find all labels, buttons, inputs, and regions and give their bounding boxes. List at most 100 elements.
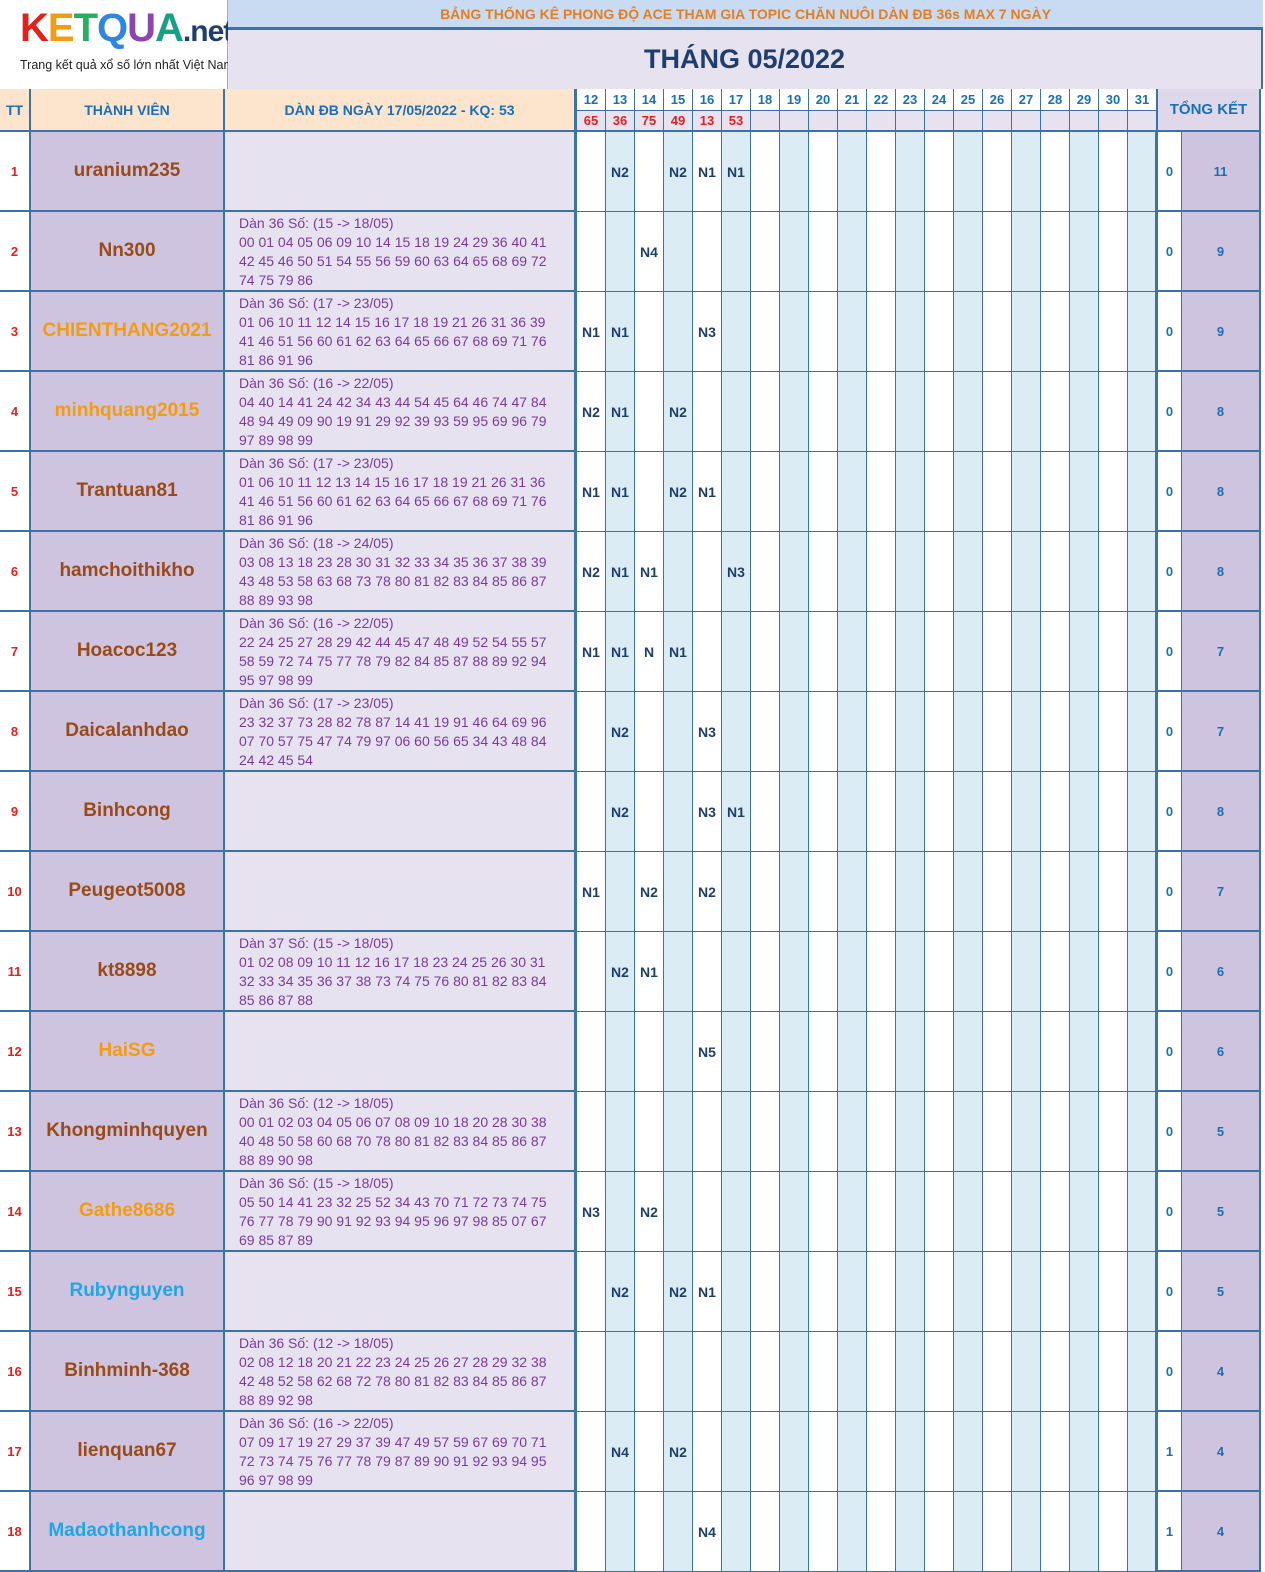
member-name[interactable]: Khongminhquyen [31,1092,225,1172]
hit-count: 1 [1155,1492,1181,1572]
member-name[interactable]: CHIENTHANG2021 [31,292,225,372]
day-mark [866,372,895,452]
day-header: 28 [1040,89,1069,110]
day-header: 20 [808,89,837,110]
day-mark [808,212,837,292]
dan-line: 96 97 98 99 [239,1472,313,1488]
day-mark [1069,1012,1098,1092]
day-mark [634,292,663,372]
day-mark [953,132,982,212]
site-logo[interactable]: KETQUA.net Trang kết quả xổ số lớn nhất … [0,0,234,89]
day-mark [808,852,837,932]
day-mark [1098,1092,1127,1172]
dan-line: 24 42 45 54 [239,752,313,768]
total-score: 9 [1181,212,1261,292]
day-mark: N2 [605,772,634,852]
member-name[interactable]: Hoacoc123 [31,612,225,692]
day-mark [808,612,837,692]
day-mark: N2 [663,1412,692,1492]
day-mark [721,452,750,532]
day-mark [924,1012,953,1092]
member-name[interactable]: HaiSG [31,1012,225,1092]
day-mark [1069,132,1098,212]
day-mark [750,1332,779,1412]
day-mark [866,292,895,372]
member-name[interactable]: hamchoithikho [31,532,225,612]
day-header: 19 [779,89,808,110]
dan-line: 23 32 37 73 28 82 78 87 14 41 19 91 46 6… [239,714,547,730]
day-mark [924,1172,953,1252]
member-name[interactable]: Nn300 [31,212,225,292]
logo-letter: T [73,6,98,50]
day-mark [808,1172,837,1252]
member-name[interactable]: Trantuan81 [31,452,225,532]
member-name[interactable]: kt8898 [31,932,225,1012]
day-mark [779,612,808,692]
row-number: 1 [0,132,31,212]
member-name[interactable]: Binhcong [31,772,225,852]
day-mark [779,1012,808,1092]
member-name[interactable]: Rubynguyen [31,1252,225,1332]
day-mark [1011,372,1040,452]
dan-header: Dàn 36 Số: (16 -> 22/05) [239,375,394,391]
day-mark [721,852,750,932]
day-mark [634,692,663,772]
day-mark [1011,1492,1040,1572]
day-mark [1040,612,1069,692]
member-name[interactable]: Daicalanhdao [31,692,225,772]
member-name[interactable]: Peugeot5008 [31,852,225,932]
member-name[interactable]: lienquan67 [31,1412,225,1492]
day-mark [837,692,866,772]
day-mark [663,1492,692,1572]
day-mark [1127,772,1156,852]
day-mark: N4 [634,212,663,292]
day-mark [953,212,982,292]
day-mark [721,1492,750,1572]
day-mark [1098,292,1127,372]
member-name[interactable]: minhquang2015 [31,372,225,452]
day-mark [837,532,866,612]
day-mark [779,1252,808,1332]
hit-count: 0 [1155,372,1181,452]
total-score: 9 [1181,292,1261,372]
day-mark [1098,1252,1127,1332]
member-name[interactable]: Binhminh-368 [31,1332,225,1412]
day-mark [866,1492,895,1572]
member-name[interactable]: Gathe8686 [31,1172,225,1252]
member-name[interactable]: uranium235 [31,132,225,212]
dan-line: 00 01 04 05 06 09 10 14 15 18 19 24 29 3… [239,234,547,250]
dan-numbers: Dàn 36 Số: (17 -> 23/05) 23 32 37 73 28 8… [225,692,576,772]
day-mark [750,212,779,292]
member-name[interactable]: Madaothanhcong [31,1492,225,1572]
day-mark [866,612,895,692]
day-mark [1040,1092,1069,1172]
day-mark [982,1332,1011,1412]
day-mark [1040,932,1069,1012]
day-mark [663,1332,692,1412]
day-mark [1069,212,1098,292]
header-tt: TT [0,89,31,132]
day-mark [1069,1412,1098,1492]
day-mark [953,692,982,772]
day-mark [924,372,953,452]
day-mark [866,772,895,852]
total-score: 7 [1181,612,1261,692]
dan-header: Dàn 36 Số: (17 -> 23/05) [239,455,394,471]
day-mark: N1 [692,132,721,212]
hit-count: 0 [1155,772,1181,852]
dan-line: 02 08 12 18 20 21 22 23 24 25 26 27 28 2… [239,1354,547,1370]
day-mark [895,1092,924,1172]
day-mark [924,852,953,932]
day-mark [953,452,982,532]
hit-count: 0 [1155,532,1181,612]
hit-count: 0 [1155,292,1181,372]
total-score: 8 [1181,452,1261,532]
day-mark [1011,692,1040,772]
row-number: 4 [0,372,31,452]
hit-count: 0 [1155,1092,1181,1172]
day-mark [576,1252,605,1332]
dan-header: Dàn 37 Số: (15 -> 18/05) [239,935,394,951]
day-mark [837,612,866,692]
hit-count: 0 [1155,932,1181,1012]
hit-count: 0 [1155,1252,1181,1332]
